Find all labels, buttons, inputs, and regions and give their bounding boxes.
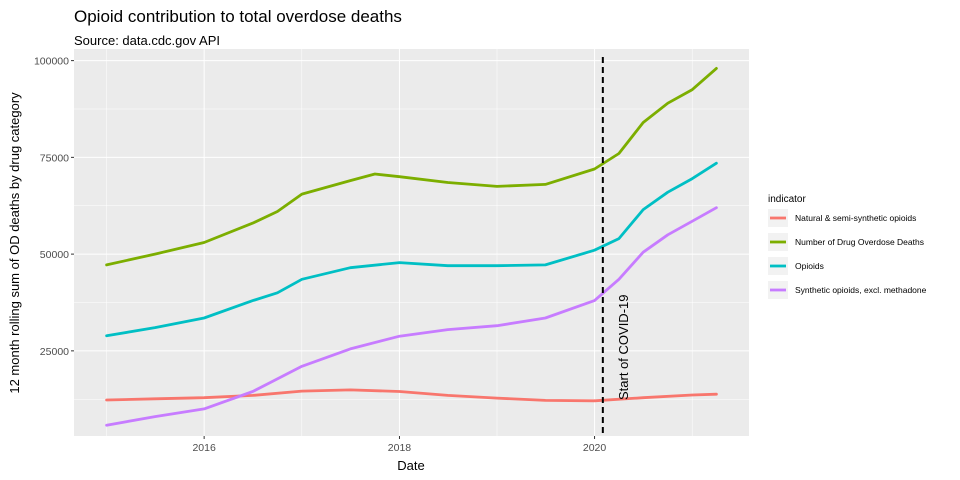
y-axis: 25000 50000 75000 100000: [34, 56, 74, 358]
y-tick-label: 75000: [40, 152, 69, 164]
x-axis: 2016 2018 2020: [192, 436, 606, 454]
series-line-2: [105, 67, 718, 267]
legend-label-1: Natural & semi-synthetic opioids: [795, 213, 916, 223]
legend-label-3: Opioids: [795, 261, 824, 271]
x-tick-label: 2018: [388, 442, 412, 454]
series-line-3: [105, 161, 718, 338]
y-tick-label: 25000: [40, 346, 69, 358]
plot-panel: [74, 49, 749, 436]
legend-label-4: Synthetic opioids, excl. methadone: [795, 285, 927, 295]
legend: indicator Natural & semi-synthetic opioi…: [768, 194, 927, 299]
x-tick-label: 2020: [583, 442, 607, 454]
y-axis-title: 12 month rolling sum of OD deaths by dru…: [7, 92, 22, 394]
y-tick-label: 100000: [34, 56, 69, 68]
chart-subtitle: Source: data.cdc.gov API: [74, 33, 220, 48]
x-tick-label: 2016: [192, 442, 216, 454]
series-line-4: [105, 206, 718, 427]
series-line-1: [105, 388, 718, 403]
legend-title: indicator: [768, 194, 806, 205]
x-axis-title: Date: [397, 458, 424, 473]
y-tick-label: 50000: [40, 249, 69, 261]
chart-title: Opioid contribution to total overdose de…: [74, 7, 402, 26]
covid-annotation: Start of COVID-19: [616, 295, 631, 400]
series-lines: [105, 67, 718, 427]
legend-label-2: Number of Drug Overdose Deaths: [795, 237, 924, 247]
